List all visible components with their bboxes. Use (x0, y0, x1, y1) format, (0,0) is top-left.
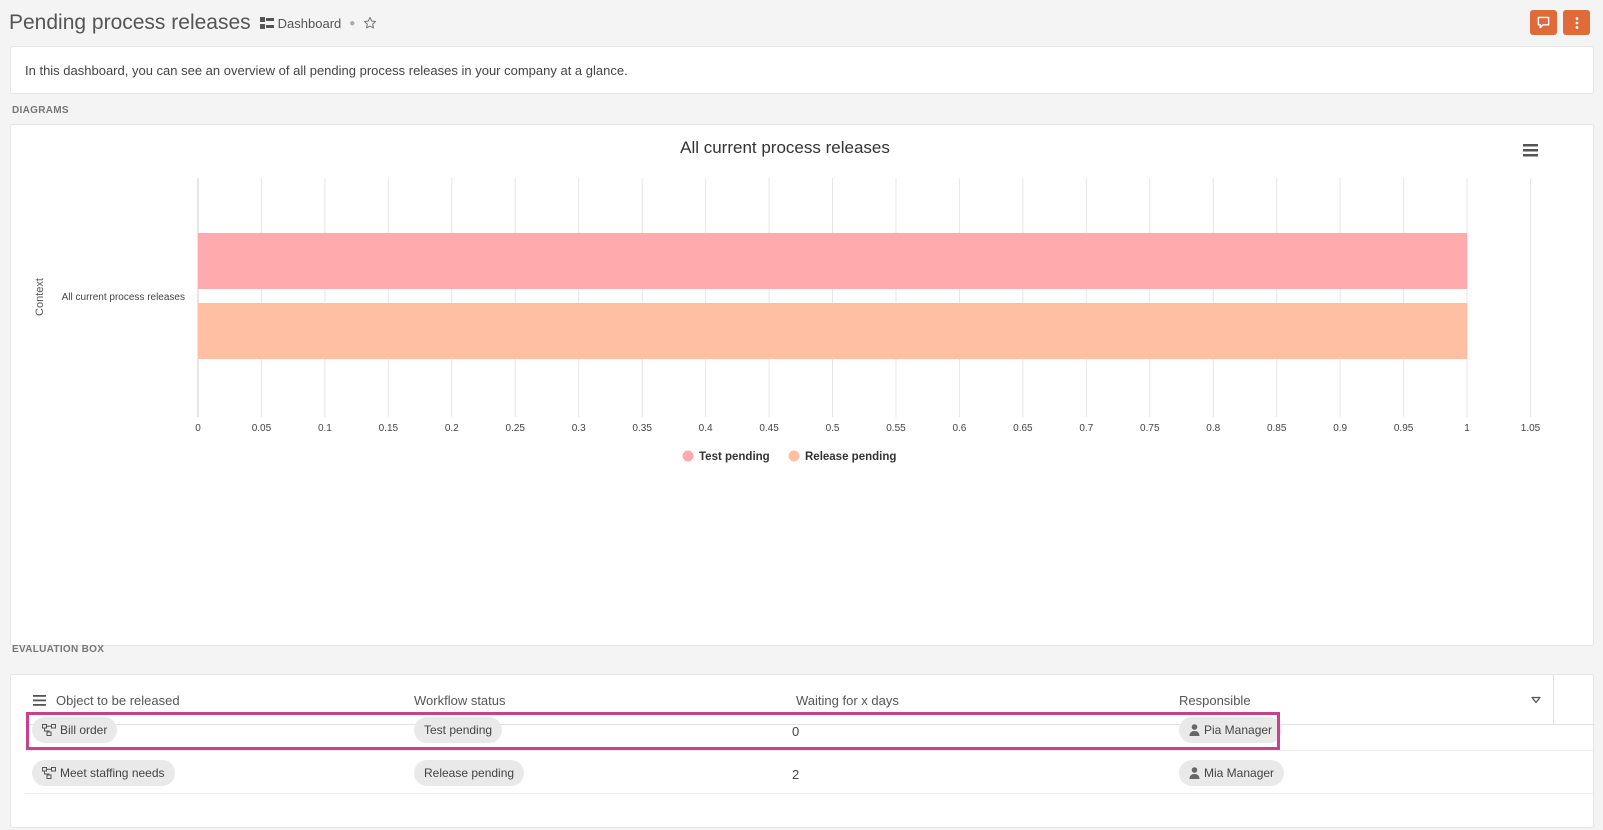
status-pill[interactable]: Test pending (414, 717, 503, 743)
responsible-pill[interactable]: Pia Manager (1179, 717, 1283, 743)
legend-swatch (682, 450, 694, 462)
x-tick-label: 1 (1464, 423, 1470, 434)
bar-test-pending[interactable] (198, 233, 1468, 289)
row-divider (25, 750, 1595, 751)
breadcrumb-label[interactable]: Dashboard (277, 15, 342, 31)
x-tick-label: 0.1 (318, 423, 332, 434)
column-divider (1553, 675, 1554, 725)
waiting-days: 0 (792, 724, 800, 739)
user-icon (1189, 767, 1200, 779)
filter-button[interactable] (1531, 675, 1541, 725)
user-icon (1189, 724, 1200, 736)
x-tick-label: 0.35 (632, 423, 652, 434)
star-icon[interactable] (363, 16, 377, 30)
column-header-responsible[interactable]: Responsible (1179, 692, 1251, 708)
x-tick-label: 0.75 (1140, 423, 1160, 434)
section-label-diagrams: DIAGRAMS (12, 105, 69, 116)
x-tick-label: 0.3 (572, 423, 586, 434)
column-menu-button[interactable] (33, 675, 46, 725)
page-header: Pending process releases Dashboard ● (0, 0, 1603, 46)
more-vertical-icon (1575, 16, 1578, 29)
x-tick-label: 0.9 (1333, 423, 1347, 434)
section-label-evaluation: EVALUATION BOX (12, 644, 105, 655)
separator-dot: ● (349, 17, 356, 29)
bar-chart: All current process releases 0 0.05 0.1 0.1… (34, 138, 1541, 464)
legend-label: Test pending (699, 451, 770, 463)
column-header-days[interactable]: Waiting for x days (796, 692, 899, 708)
status-pill[interactable]: Release pending (414, 760, 525, 786)
status-text: Release pending (424, 766, 515, 780)
chart-title: All current process releases (680, 138, 890, 157)
x-tick-label: 0.65 (1013, 423, 1033, 434)
x-tick-label: 0.45 (759, 423, 779, 434)
responsible-name: Pia Manager (1204, 723, 1273, 737)
chart-card: All current process releases 0 0.05 0.1 0.1… (10, 124, 1594, 646)
table-header-divider (25, 724, 1595, 725)
object-pill[interactable]: Meet staffing needs (32, 760, 175, 786)
x-tick-label: 0.15 (379, 423, 399, 434)
legend-swatch (788, 450, 800, 462)
legend-item-test-pending[interactable]: Test pending (682, 450, 770, 464)
status-text: Test pending (424, 723, 493, 737)
hamburger-icon (33, 694, 46, 706)
breadcrumb[interactable]: Dashboard ● (259, 15, 382, 31)
waiting-days: 2 (792, 767, 800, 782)
legend-label: Release pending (805, 451, 896, 463)
process-icon (42, 724, 56, 736)
object-name: Meet staffing needs (60, 766, 165, 780)
header-actions (1530, 10, 1590, 35)
x-tick-label: 0.55 (886, 423, 906, 434)
selected-row-highlight (26, 712, 1280, 750)
legend-item-release-pending[interactable]: Release pending (788, 450, 897, 464)
x-tick-label: 0 (195, 423, 201, 434)
description-text: In this dashboard, you can see an overvi… (25, 62, 628, 78)
x-tick-label: 0.85 (1267, 423, 1287, 434)
comment-button[interactable] (1530, 10, 1557, 35)
responsible-name: Mia Manager (1204, 766, 1275, 780)
y-axis-label: Context (34, 278, 46, 316)
comment-icon (1537, 16, 1550, 29)
page-title: Pending process releases (9, 11, 251, 34)
category-label: All current process releases (62, 292, 185, 303)
object-pill[interactable]: Bill order (32, 717, 118, 743)
x-tick-label: 0.05 (252, 423, 272, 434)
more-options-button[interactable] (1563, 10, 1590, 35)
x-tick-label: 0.6 (952, 423, 966, 434)
column-header-object[interactable]: Object to be released (56, 692, 180, 708)
x-tick-label: 0.4 (699, 423, 713, 434)
dashboard-icon (259, 17, 274, 29)
process-icon (42, 767, 56, 779)
bar-release-pending[interactable] (198, 303, 1468, 359)
filter-chevron-icon (1531, 696, 1541, 704)
object-name: Bill order (60, 723, 108, 737)
row-divider (25, 793, 1595, 794)
evaluation-table: Object to be released Workflow status Wa… (10, 674, 1595, 828)
x-tick-label: 1.05 (1521, 423, 1541, 434)
x-tick-label: 0.2 (445, 423, 459, 434)
x-tick-label: 0.8 (1206, 423, 1220, 434)
column-header-status[interactable]: Workflow status (414, 692, 506, 708)
x-tick-label: 0.95 (1394, 423, 1414, 434)
responsible-pill[interactable]: Mia Manager (1179, 760, 1285, 786)
description-box: In this dashboard, you can see an overvi… (10, 46, 1594, 94)
x-tick-label: 0.25 (506, 423, 526, 434)
x-tick-label: 0.7 (1079, 423, 1093, 434)
chart-menu-icon[interactable] (1523, 144, 1538, 157)
x-tick-label: 0.5 (826, 423, 840, 434)
